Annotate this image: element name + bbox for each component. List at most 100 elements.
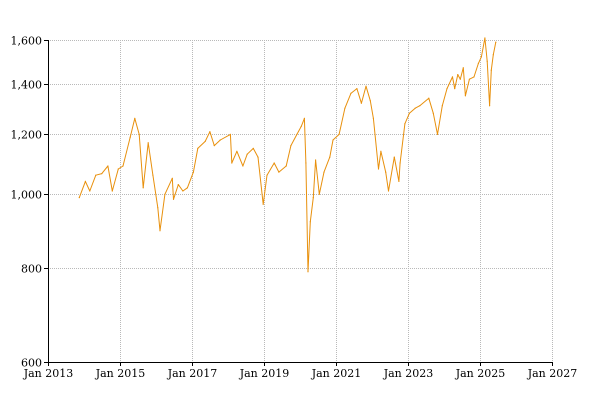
y-tick-label: 1,000 (11, 189, 43, 202)
data-point (236, 150, 238, 152)
data-point (107, 165, 109, 167)
data-point (441, 105, 443, 107)
data-point (419, 105, 421, 107)
data-point (464, 95, 466, 97)
data-point (164, 193, 166, 195)
data-point (186, 187, 188, 189)
data-point (459, 78, 461, 80)
data-point (219, 139, 221, 141)
data-point (95, 174, 97, 176)
data-point (285, 165, 287, 167)
data-point (428, 97, 430, 99)
data-point (323, 171, 325, 173)
data-point (492, 54, 494, 56)
data-point (490, 69, 492, 71)
data-point (369, 100, 371, 102)
data-point (213, 145, 215, 147)
data-point (290, 145, 292, 147)
y-tick-label: 800 (21, 263, 42, 276)
axes: Jan 2013 Jan 2015 Jan 2017 Jan 2019 Jan 2021… (11, 35, 578, 381)
data-point (473, 76, 475, 78)
data-point (177, 184, 179, 186)
data-point (278, 171, 280, 173)
series (78, 37, 497, 273)
data-point (344, 107, 346, 109)
data-point (229, 133, 231, 135)
data-point (315, 159, 317, 161)
data-point (296, 133, 298, 135)
y-tick-label: 1,200 (11, 129, 43, 142)
x-tick-label: Jan 2025 (455, 367, 506, 380)
data-point (489, 105, 491, 107)
data-point (365, 85, 367, 87)
y-tick-label: 1,600 (11, 35, 43, 48)
data-point (338, 133, 340, 135)
data-point (78, 197, 80, 199)
data-point (262, 203, 264, 205)
data-point (111, 190, 113, 192)
data-point (300, 125, 302, 127)
data-point (231, 162, 233, 164)
grid (48, 40, 553, 362)
y-tick-label: 1,400 (11, 79, 43, 92)
x-tick-label: Jan 2019 (239, 367, 290, 380)
data-point (134, 117, 136, 119)
data-point (484, 37, 486, 39)
data-point (385, 171, 387, 173)
data-point (266, 174, 268, 176)
data-point (138, 133, 140, 135)
data-point (380, 150, 382, 152)
data-point (246, 153, 248, 155)
data-point (197, 147, 199, 149)
data-point (350, 92, 352, 94)
x-tick-label: Jan 2017 (167, 367, 218, 380)
data-point (329, 156, 331, 158)
data-point (451, 76, 454, 78)
data-point (477, 62, 479, 64)
data-point (305, 162, 307, 164)
data-point (312, 197, 314, 199)
data-point (89, 190, 91, 192)
data-point (303, 117, 305, 119)
data-point (457, 74, 459, 76)
data-point (360, 102, 362, 104)
data-point (182, 190, 184, 192)
data-point (252, 147, 254, 149)
data-point (398, 180, 400, 182)
data-point (84, 180, 86, 182)
data-point (242, 165, 244, 167)
data-point (377, 168, 380, 170)
data-point (159, 230, 161, 232)
data-point (171, 177, 173, 179)
data-point (486, 60, 488, 62)
data-point (332, 139, 334, 141)
y-tick-label: 600 (21, 357, 42, 370)
data-point (129, 136, 131, 138)
data-point (147, 142, 149, 144)
data-point (495, 41, 497, 43)
data-point (436, 133, 439, 135)
data-point (454, 88, 456, 90)
data-point (257, 156, 259, 158)
data-point (372, 117, 374, 119)
data-point (356, 88, 358, 90)
data-point (408, 112, 410, 114)
data-point (480, 56, 482, 58)
data-point (192, 171, 194, 173)
data-point (117, 168, 119, 170)
data-point (309, 221, 311, 223)
x-tick-label: Jan 2027 (527, 367, 578, 380)
x-tick-label: Jan 2015 (95, 367, 146, 380)
series-line (78, 37, 497, 273)
data-point (307, 271, 309, 273)
data-point (204, 140, 206, 142)
data-point (414, 107, 416, 109)
data-point (432, 112, 434, 114)
data-point (393, 156, 395, 158)
x-tick-label: Jan 2013 (23, 367, 74, 380)
data-point (172, 198, 175, 200)
x-tick-label: Jan 2021 (311, 367, 362, 380)
data-point (273, 162, 275, 164)
